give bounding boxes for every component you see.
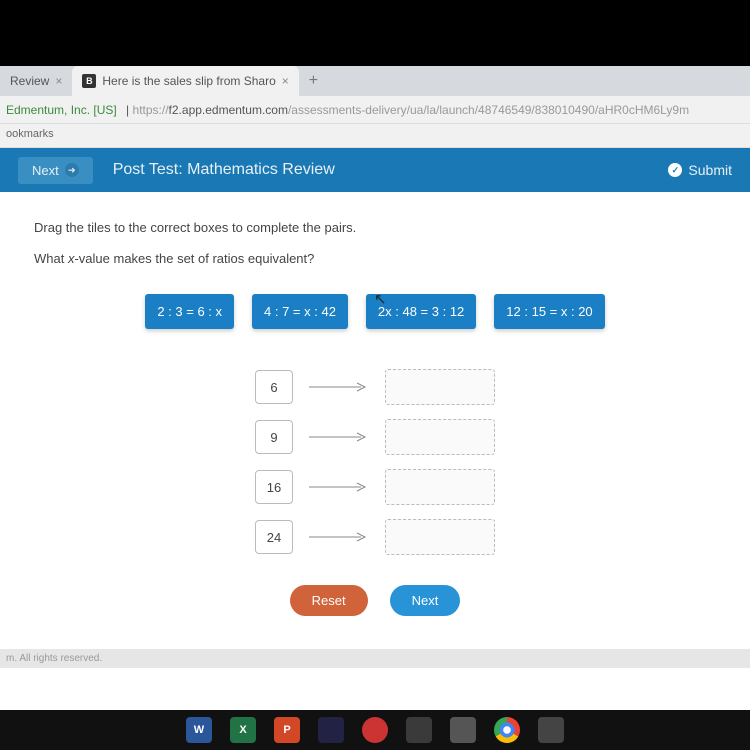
pair-row: 9 — [255, 419, 495, 455]
tiles-row: 2 : 3 = 6 : x 4 : 7 = x : 42 2x : 48 = 3… — [34, 294, 716, 329]
value-box: 16 — [255, 470, 293, 504]
url-text: https://f2.app.edmentum.com/assessments-… — [133, 103, 690, 117]
value-box: 9 — [255, 420, 293, 454]
nav-next-button[interactable]: Next ➜ — [18, 157, 93, 184]
submit-label: Submit — [688, 162, 732, 178]
browser-tab-1[interactable]: B Here is the sales slip from Sharo × — [72, 66, 298, 96]
draggable-tile[interactable]: 4 : 7 = x : 42 — [252, 294, 348, 329]
tab-label: Review — [10, 74, 49, 88]
check-icon: ✓ — [668, 163, 682, 177]
security-badge: Edmentum, Inc. [US] — [6, 103, 117, 117]
next-button[interactable]: Next — [390, 585, 461, 616]
question-card: Drag the tiles to the correct boxes to c… — [14, 204, 736, 632]
chrome-icon[interactable] — [494, 717, 520, 743]
drop-target[interactable] — [385, 469, 495, 505]
value-box: 24 — [255, 520, 293, 554]
pair-row: 16 — [255, 469, 495, 505]
powerpoint-icon[interactable]: P — [274, 717, 300, 743]
tab-label: Here is the sales slip from Sharo — [102, 74, 275, 88]
pair-row: 6 — [255, 369, 495, 405]
taskbar: W X P — [0, 710, 750, 750]
draggable-tile[interactable]: 2 : 3 = 6 : x — [145, 294, 234, 329]
app-icon[interactable] — [406, 717, 432, 743]
arrow-icon — [309, 432, 369, 442]
bookmarks-bar[interactable]: ookmarks — [0, 124, 750, 148]
reset-button[interactable]: Reset — [290, 585, 368, 616]
tab-favicon-icon: B — [82, 74, 96, 88]
controls-row: Reset Next — [34, 585, 716, 616]
app-icon[interactable] — [318, 717, 344, 743]
draggable-tile[interactable]: 12 : 15 = x : 20 — [494, 294, 604, 329]
close-icon[interactable]: × — [282, 74, 289, 88]
arrow-right-icon: ➜ — [65, 163, 79, 177]
app-icon[interactable] — [450, 717, 476, 743]
question-prompt: What x-value makes the set of ratios equ… — [34, 251, 716, 266]
address-bar[interactable]: Edmentum, Inc. [US] | https://f2.app.edm… — [0, 96, 750, 124]
drop-target[interactable] — [385, 369, 495, 405]
pair-row: 24 — [255, 519, 495, 555]
value-box: 6 — [255, 370, 293, 404]
arrow-icon — [309, 482, 369, 492]
drop-target[interactable] — [385, 419, 495, 455]
new-tab-button[interactable]: + — [299, 72, 328, 90]
arrow-icon — [309, 382, 369, 392]
instruction-text: Drag the tiles to the correct boxes to c… — [34, 220, 716, 235]
cursor-icon: ↖ — [374, 290, 387, 308]
browser-tab-strip: Review × B Here is the sales slip from S… — [0, 66, 750, 96]
app-icon[interactable] — [538, 717, 564, 743]
pairs-area: 6 9 16 24 — [34, 369, 716, 555]
word-icon[interactable]: W — [186, 717, 212, 743]
arrow-icon — [309, 532, 369, 542]
footer-copyright: m. All rights reserved. — [0, 649, 750, 668]
submit-button[interactable]: ✓ Submit — [668, 162, 732, 178]
close-icon[interactable]: × — [55, 74, 62, 88]
drop-target[interactable] — [385, 519, 495, 555]
app-icon[interactable] — [362, 717, 388, 743]
nav-next-label: Next — [32, 163, 59, 178]
excel-icon[interactable]: X — [230, 717, 256, 743]
app-header: Next ➜ Post Test: Mathematics Review ✓ S… — [0, 148, 750, 192]
url-separator: | — [123, 103, 133, 117]
browser-tab-0[interactable]: Review × — [0, 66, 72, 96]
page-title: Post Test: Mathematics Review — [93, 161, 669, 179]
